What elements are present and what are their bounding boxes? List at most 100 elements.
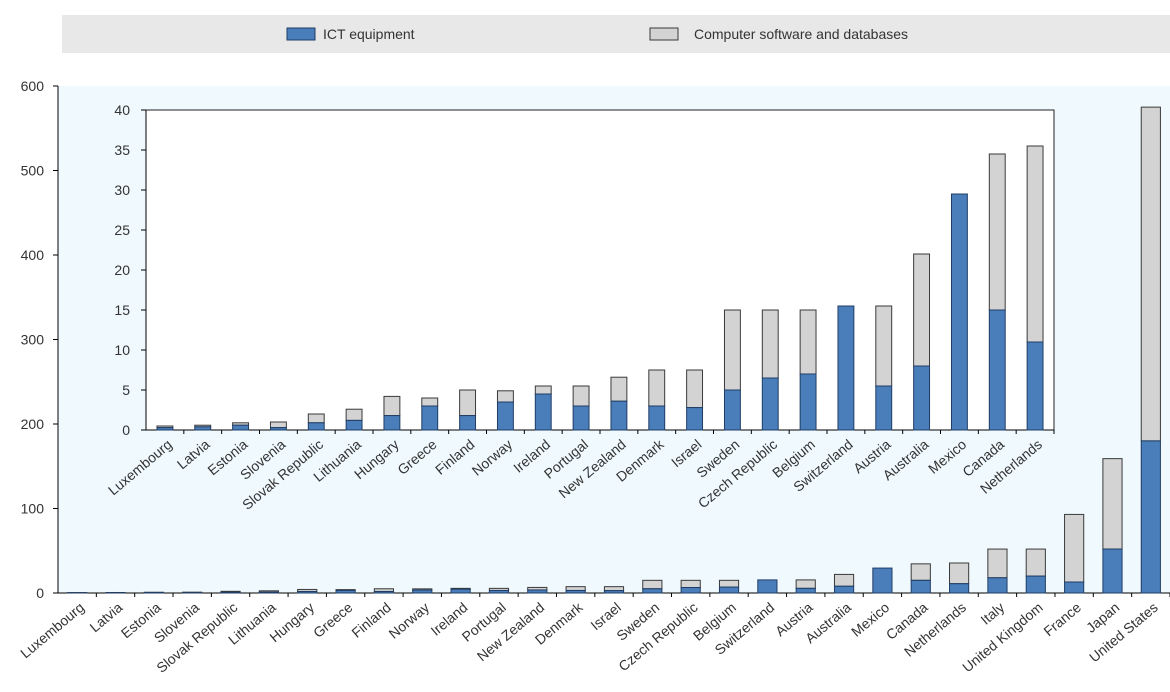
- inset-bar-ict-slovak-republic: [308, 423, 324, 430]
- main-bar-ict-united-kingdom: [1026, 576, 1045, 593]
- main-y-tick-label-0: 0: [36, 585, 44, 601]
- main-bar-software-israel: [604, 587, 623, 591]
- main-bar-software-france: [1065, 514, 1084, 582]
- inset-bar-ict-australia: [914, 366, 930, 430]
- main-bar-ict-australia: [834, 586, 853, 593]
- inset-bar-software-israel: [687, 370, 703, 408]
- main-y-tick-label-500: 500: [21, 163, 45, 179]
- main-bar-software-italy: [988, 549, 1007, 578]
- inset-bar-ict-finland: [460, 416, 476, 430]
- inset-y-tick-label-25: 25: [114, 222, 130, 238]
- main-bar-software-austria: [796, 580, 815, 588]
- inset-y-tick-label-0: 0: [122, 422, 130, 438]
- inset-bar-software-lithuania: [346, 409, 362, 420]
- main-bar-software-united-states: [1141, 107, 1160, 441]
- main-x-label-luxembourg: Luxembourg: [17, 599, 87, 661]
- main-bar-ict-ireland: [451, 589, 470, 593]
- legend-background: [62, 15, 1170, 53]
- main-bar-ict-belgium: [719, 587, 738, 593]
- inset-y-tick-label-10: 10: [114, 342, 130, 358]
- inset-bar-ict-lithuania: [346, 420, 362, 430]
- main-bar-ict-switzerland: [758, 580, 777, 593]
- main-bar-ict-japan: [1103, 549, 1122, 593]
- inset-bar-ict-new-zealand: [611, 401, 627, 430]
- legend-label-ict-equipment: ICT equipment: [323, 26, 415, 42]
- inset-bar-software-czech-republic: [762, 310, 778, 378]
- main-bar-ict-sweden: [643, 589, 662, 593]
- inset-bar-software-finland: [460, 390, 476, 416]
- inset-bar-software-netherlands: [1027, 146, 1043, 342]
- inset-bar-software-austria: [876, 306, 892, 386]
- legend-swatch-ict-equipment: [287, 28, 315, 40]
- inset-bar-ict-slovenia: [270, 428, 286, 430]
- inset-bar-software-australia: [914, 254, 930, 366]
- main-x-label-greece: Greece: [310, 599, 356, 641]
- inset-bar-software-denmark: [649, 370, 665, 406]
- main-bar-software-sweden: [643, 580, 662, 588]
- main-bar-ict-greece: [336, 590, 355, 593]
- legend-swatch-computer-software-and-databases: [650, 28, 678, 40]
- inset-bar-software-slovenia: [270, 422, 286, 428]
- inset-bar-ict-switzerland: [838, 306, 854, 430]
- main-bar-ict-slovak-republic: [221, 592, 240, 593]
- inset-bar-software-portugal: [573, 386, 589, 406]
- inset-bar-ict-netherlands: [1027, 342, 1043, 430]
- inset-y-tick-label-35: 35: [114, 142, 130, 158]
- main-bar-software-australia: [834, 574, 853, 586]
- inset-bar-ict-belgium: [800, 374, 816, 430]
- inset-bar-ict-denmark: [649, 406, 665, 430]
- inset-y-tick-label-5: 5: [122, 382, 130, 398]
- main-x-label-norway: Norway: [386, 599, 433, 642]
- inset-bar-software-sweden: [724, 310, 740, 390]
- inset-bar-ict-czech-republic: [762, 378, 778, 430]
- inset-y-tick-label-15: 15: [114, 302, 130, 318]
- inset-bar-ict-israel: [687, 408, 703, 430]
- main-bar-ict-denmark: [566, 590, 585, 593]
- inset-bar-ict-ireland: [535, 394, 551, 430]
- main-bar-ict-italy: [988, 578, 1007, 593]
- inset-y-tick-label-30: 30: [114, 182, 130, 198]
- main-bar-ict-austria: [796, 588, 815, 593]
- inset-y-tick-label-40: 40: [114, 102, 130, 118]
- main-y-tick-label-600: 600: [21, 78, 45, 94]
- main-bar-software-japan: [1103, 459, 1122, 549]
- inset-bar-ict-norway: [497, 402, 513, 430]
- main-bar-ict-canada: [911, 580, 930, 593]
- main-x-label-finland: Finland: [348, 599, 393, 641]
- main-bar-software-united-kingdom: [1026, 549, 1045, 576]
- main-bar-ict-israel: [604, 591, 623, 593]
- inset-bar-ict-canada: [989, 310, 1005, 430]
- main-bar-ict-new-zealand: [528, 590, 547, 593]
- legend-label-computer-software-and-databases: Computer software and databases: [694, 26, 908, 42]
- inset-bar-ict-portugal: [573, 406, 589, 430]
- main-y-tick-label-400: 400: [21, 247, 45, 263]
- main-bar-ict-lithuania: [259, 592, 278, 593]
- main-bar-ict-hungary: [298, 591, 317, 593]
- inset-bar-ict-luxembourg: [157, 428, 173, 430]
- main-bar-software-netherlands: [950, 563, 969, 584]
- main-bar-ict-portugal: [489, 590, 508, 593]
- inset-bar-ict-sweden: [724, 390, 740, 430]
- inset-y-tick-label-20: 20: [114, 262, 130, 278]
- inset-bar-software-belgium: [800, 310, 816, 374]
- main-bar-ict-norway: [413, 590, 432, 593]
- inset-bar-software-ireland: [535, 386, 551, 394]
- inset-bar-software-canada: [989, 154, 1005, 310]
- main-x-label-italy: Italy: [977, 599, 1007, 628]
- inset-bar-software-hungary: [384, 396, 400, 415]
- inset-bar-ict-latvia: [195, 427, 211, 430]
- inset-bar-software-greece: [422, 398, 438, 406]
- main-bar-ict-finland: [374, 591, 393, 593]
- inset-bar-ict-mexico: [951, 194, 967, 430]
- main-bar-ict-czech-republic: [681, 588, 700, 593]
- main-y-tick-label-300: 300: [21, 332, 45, 348]
- inset-bar-ict-greece: [422, 406, 438, 430]
- inset-bar-ict-austria: [876, 386, 892, 430]
- main-bar-ict-mexico: [873, 568, 892, 593]
- main-y-tick-label-100: 100: [21, 501, 45, 517]
- main-x-label-france: France: [1040, 599, 1084, 639]
- main-bar-ict-united-states: [1141, 441, 1160, 593]
- main-bar-software-belgium: [719, 580, 738, 587]
